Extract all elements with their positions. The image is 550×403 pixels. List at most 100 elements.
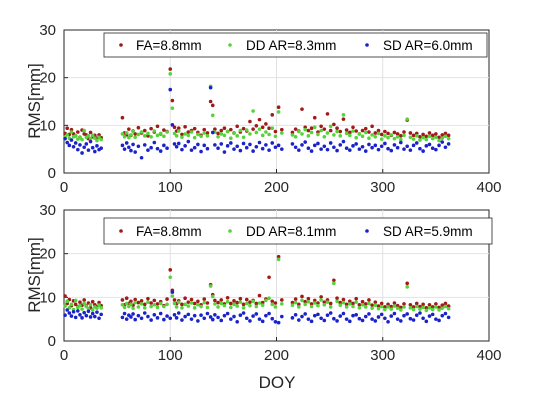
- data-point-series-0: [142, 128, 147, 133]
- data-point-series-1: [424, 308, 429, 313]
- top-plot-y-ticks: 0 10 20 30: [39, 22, 68, 182]
- data-point-series-0: [341, 117, 346, 121]
- data-point-series-0: [300, 294, 304, 299]
- data-point-series-0: [280, 127, 284, 132]
- data-point-series-0: [405, 281, 409, 286]
- data-point-series-2: [155, 316, 160, 320]
- data-point-series-1: [363, 305, 368, 309]
- data-point-series-1: [351, 129, 355, 133]
- data-point-series-2: [84, 142, 89, 146]
- x-tick-label: 100: [158, 347, 183, 364]
- data-point-series-2: [405, 312, 409, 316]
- data-point-series-1: [379, 304, 384, 309]
- data-point-series-1: [367, 136, 371, 141]
- data-point-series-1: [328, 124, 333, 129]
- data-point-series-1: [97, 303, 101, 307]
- bottom-plot-y-axis-label: RMS[mm]: [25, 237, 44, 313]
- legend-label-fa: FA=8.8mm: [136, 38, 202, 53]
- data-point-series-2: [219, 142, 224, 146]
- bottom-plot-legend-box: [103, 217, 493, 245]
- data-point-series-1: [373, 134, 378, 139]
- data-point-series-2: [82, 145, 86, 150]
- data-point-series-2: [267, 311, 271, 316]
- data-point-series-2: [351, 313, 355, 318]
- data-point-series-0: [183, 296, 187, 301]
- data-point-series-2: [319, 316, 323, 321]
- data-point-series-2: [354, 313, 358, 317]
- data-point-series-1: [158, 301, 163, 306]
- y-tick-label: 30: [39, 202, 56, 219]
- data-point-series-2: [63, 313, 67, 318]
- data-point-series-0: [434, 302, 438, 306]
- data-point-series-1: [122, 305, 127, 310]
- data-point-series-2: [122, 311, 127, 316]
- data-point-series-1: [405, 285, 409, 289]
- data-point-series-1: [69, 130, 74, 134]
- data-point-series-2: [205, 146, 210, 151]
- data-point-series-1: [267, 132, 271, 137]
- data-point-series-2: [146, 148, 150, 152]
- data-point-series-0: [363, 126, 368, 131]
- data-point-series-0: [168, 67, 173, 71]
- data-point-series-2: [309, 149, 314, 153]
- data-point-series-2: [402, 147, 406, 151]
- data-point-series-2: [363, 149, 368, 153]
- data-point-series-0: [192, 126, 197, 131]
- data-point-series-1: [443, 304, 448, 309]
- data-point-series-2: [257, 317, 262, 321]
- legend-marker-sd-ar: [365, 229, 369, 233]
- data-point-series-2: [133, 317, 137, 322]
- data-point-series-1: [418, 307, 422, 311]
- data-point-series-0: [386, 131, 390, 136]
- data-point-series-0: [373, 131, 378, 135]
- data-point-series-2: [99, 312, 103, 317]
- data-point-series-1: [260, 303, 265, 307]
- data-point-series-2: [363, 314, 368, 319]
- data-point-series-1: [405, 117, 409, 121]
- data-point-series-2: [267, 148, 271, 152]
- data-point-series-0: [303, 299, 307, 304]
- data-point-series-2: [370, 145, 374, 150]
- data-point-series-1: [73, 298, 78, 303]
- x-tick-label: 0: [60, 347, 68, 364]
- data-point-series-2: [316, 141, 320, 146]
- data-point-series-2: [338, 143, 343, 147]
- data-point-series-0: [437, 305, 441, 310]
- data-point-series-1: [312, 301, 317, 305]
- data-point-series-2: [322, 318, 327, 323]
- data-point-series-0: [244, 297, 249, 302]
- data-point-series-1: [402, 305, 406, 309]
- data-point-series-2: [120, 315, 125, 320]
- data-point-series-2: [306, 317, 311, 321]
- data-point-series-2: [189, 148, 194, 152]
- data-point-series-0: [357, 302, 362, 307]
- data-point-series-2: [392, 143, 397, 147]
- data-point-series-1: [351, 304, 355, 309]
- data-point-series-1: [354, 300, 358, 304]
- data-point-series-2: [383, 141, 387, 146]
- data-point-series-1: [338, 134, 343, 138]
- data-point-series-0: [213, 127, 217, 131]
- data-point-series-0: [133, 132, 137, 136]
- data-point-series-2: [383, 316, 387, 321]
- data-point-series-1: [149, 304, 153, 309]
- data-point-series-2: [446, 315, 451, 320]
- data-point-series-1: [213, 302, 217, 306]
- data-point-series-2: [300, 314, 304, 319]
- data-point-series-0: [155, 302, 160, 306]
- data-point-series-2: [133, 150, 137, 154]
- legend-label-dd-ar: DD AR=8.1mm: [246, 224, 336, 239]
- data-point-series-0: [146, 296, 150, 301]
- data-point-series-1: [86, 134, 91, 138]
- data-point-series-2: [180, 147, 184, 152]
- data-point-series-1: [325, 131, 330, 135]
- data-point-series-2: [430, 146, 435, 151]
- data-point-series-1: [210, 294, 215, 299]
- data-point-series-1: [260, 133, 265, 138]
- data-point-series-0: [229, 127, 233, 132]
- data-point-series-1: [360, 134, 365, 139]
- data-point-series-1: [370, 306, 374, 311]
- data-point-series-1: [88, 136, 93, 141]
- x-tick-label: 300: [370, 347, 395, 364]
